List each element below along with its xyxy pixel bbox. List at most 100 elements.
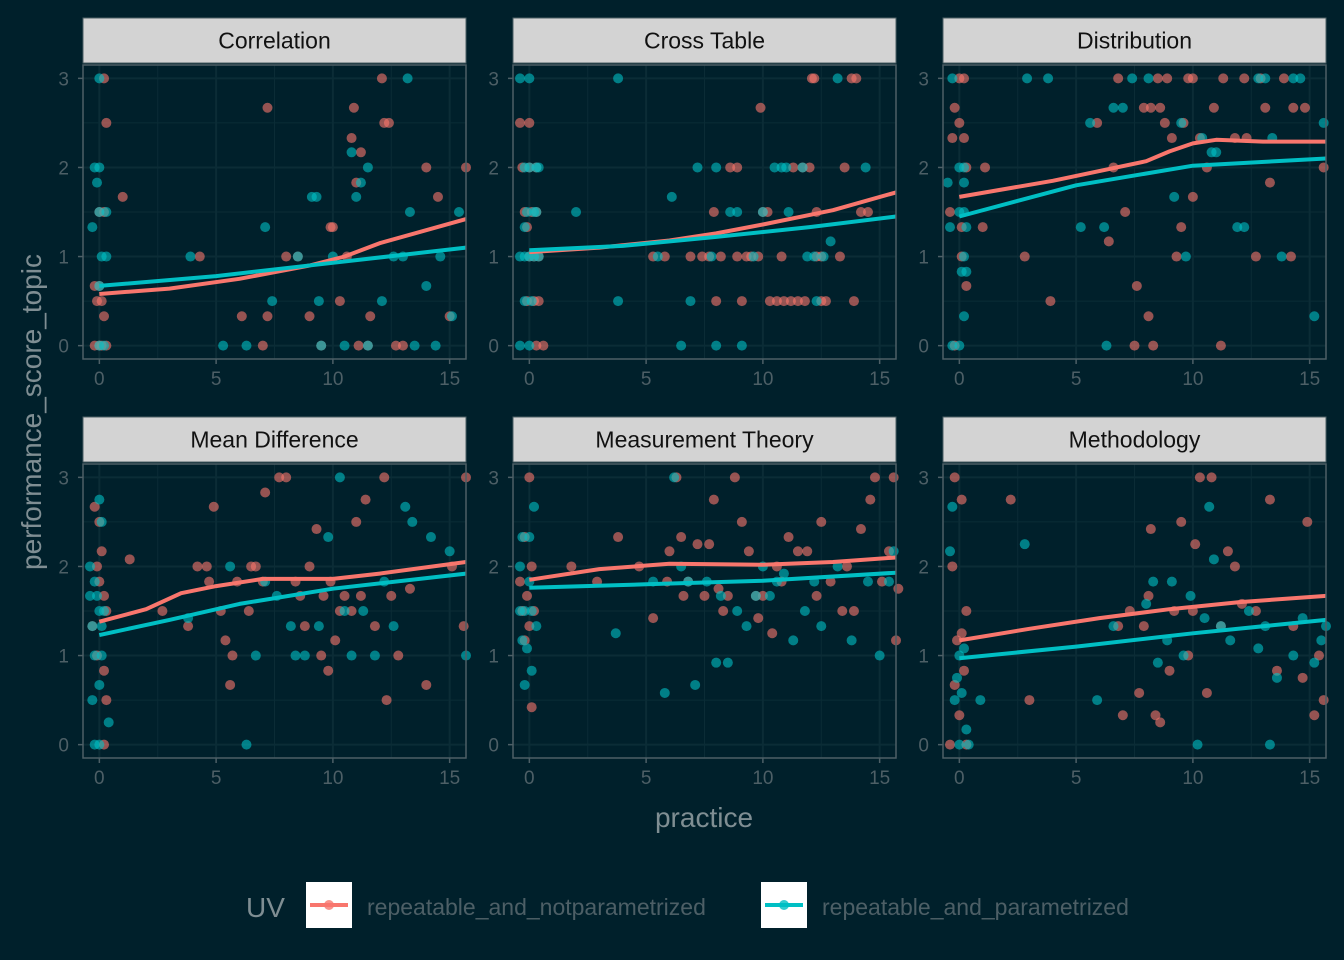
facet-strip (512, 416, 897, 463)
data-point (975, 695, 986, 706)
data-point (538, 340, 549, 351)
data-point (860, 162, 871, 173)
facet-title: Measurement Theory (595, 427, 814, 453)
data-point (1211, 147, 1222, 158)
data-point (1164, 665, 1175, 676)
data-point (1108, 621, 1119, 632)
data-point (811, 590, 822, 601)
y-tick-label: 0 (488, 736, 499, 757)
data-point (533, 162, 544, 173)
data-point (837, 606, 848, 616)
data-point (1103, 236, 1114, 247)
y-axis-title: performance_score_topic (16, 254, 47, 570)
data-point (942, 177, 953, 188)
data-point (96, 621, 107, 632)
legend-key-point (779, 900, 789, 910)
data-point (659, 687, 670, 698)
data-point (522, 590, 533, 601)
data-point (524, 162, 535, 173)
data-point (949, 695, 960, 706)
data-point (1131, 280, 1142, 291)
data-point (257, 340, 268, 351)
y-tick-label: 3 (488, 468, 499, 489)
trend-line-repeatable-and-notparametrized (958, 137, 1326, 199)
data-point (725, 162, 736, 173)
data-point (1127, 73, 1138, 84)
data-point (1120, 207, 1131, 217)
data-point (566, 561, 577, 572)
data-point (804, 162, 815, 173)
data-point (99, 606, 110, 616)
y-tick-label: 0 (58, 337, 69, 358)
y-tick-label: 1 (918, 647, 929, 668)
data-point (227, 650, 238, 661)
data-point (1159, 117, 1170, 128)
data-point (1215, 340, 1226, 351)
data-point (339, 590, 350, 601)
data-point (1204, 501, 1215, 512)
data-point (1206, 472, 1217, 483)
data-point (832, 73, 843, 84)
facet-title: Cross Table (644, 28, 765, 54)
data-point (313, 621, 324, 632)
data-point (945, 222, 956, 233)
data-point (1218, 73, 1229, 84)
data-point (92, 561, 103, 572)
data-point (715, 251, 726, 262)
y-tick-label: 3 (918, 69, 929, 90)
trend-line-repeatable-and-parametrized (529, 214, 897, 253)
data-point (1201, 687, 1212, 698)
data-point (718, 606, 729, 616)
data-point (358, 606, 369, 616)
data-point (692, 539, 703, 550)
x-tick-label: 10 (322, 768, 343, 789)
data-point (346, 606, 357, 616)
data-point (959, 133, 970, 144)
data-point (402, 73, 413, 84)
data-point (1250, 251, 1261, 262)
data-point (1232, 222, 1243, 233)
data-point (664, 546, 675, 557)
data-point (1092, 117, 1103, 128)
data-point (1176, 516, 1187, 527)
data-point (1316, 635, 1327, 646)
data-point (99, 665, 110, 676)
data-point (1278, 73, 1289, 84)
y-tick-label: 0 (918, 337, 929, 358)
data-point (225, 561, 236, 572)
facet-strip (942, 17, 1327, 64)
data-point (757, 590, 768, 601)
data-point (304, 311, 315, 322)
data-point (529, 501, 540, 512)
data-point (351, 516, 362, 527)
data-point (524, 340, 535, 351)
data-point (711, 340, 722, 351)
data-point (1143, 311, 1154, 322)
data-point (519, 679, 530, 690)
data-point (809, 251, 820, 262)
trend-line-repeatable-and-notparametrized (958, 593, 1327, 643)
data-point (1141, 598, 1152, 609)
data-point (708, 207, 719, 217)
data-point (732, 162, 743, 173)
trend-line-repeatable-and-parametrized (98, 571, 467, 638)
data-point (959, 162, 970, 173)
trend-line-repeatable-and-parametrized (99, 245, 467, 288)
data-point (954, 340, 965, 351)
data-point (956, 628, 967, 639)
x-tick-label: 5 (211, 369, 222, 390)
data-point (959, 251, 970, 262)
data-point (185, 251, 196, 262)
data-point (369, 621, 380, 632)
data-point (362, 340, 373, 351)
legend-key-point (324, 900, 334, 910)
data-point (785, 296, 796, 307)
data-point (741, 621, 752, 632)
data-point (531, 207, 542, 217)
data-point (1276, 251, 1287, 262)
data-point (613, 296, 624, 307)
data-point (316, 650, 327, 661)
data-point (855, 524, 866, 535)
data-point (959, 177, 970, 188)
data-point (715, 590, 726, 601)
